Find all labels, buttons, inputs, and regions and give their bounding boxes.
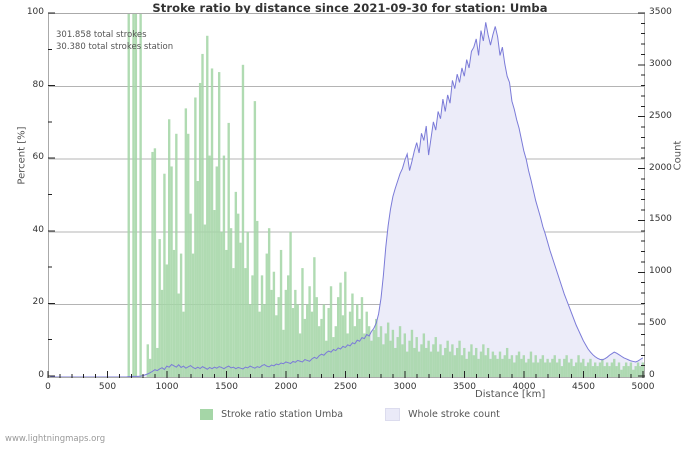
legend-label: Stroke ratio station Umba	[221, 409, 344, 420]
axis-tick-label: 4500	[572, 382, 595, 392]
axis-tick-label: 3500	[649, 7, 672, 17]
axis-tick-label: 40	[32, 224, 44, 235]
axis-tick-label: 0	[45, 382, 51, 392]
axis-tick-label: 1000	[649, 266, 672, 277]
legend-swatch-icon	[385, 408, 401, 421]
axis-tick-label: 4000	[512, 382, 536, 392]
whole-stroke-count-line	[50, 22, 644, 377]
axis-tick-label: 3000	[393, 382, 417, 392]
axis-tick-label: 1000	[155, 382, 179, 392]
plot-area	[48, 13, 645, 378]
legend-swatch-icon	[200, 409, 214, 420]
axis-tick-label: 3500	[453, 382, 476, 392]
axis-tick-label: 2500	[334, 382, 357, 392]
axis-tick-label: 80	[32, 79, 44, 90]
legend-item-whole-count[interactable]: Whole stroke count	[385, 408, 500, 421]
footer-credit: www.lightningmaps.org	[5, 434, 106, 444]
axis-tick-label: 60	[32, 152, 44, 163]
axis-tick-label: 0	[649, 370, 655, 380]
stroke-ratio-bars	[127, 14, 644, 377]
x-axis-label: Distance [km]	[475, 389, 546, 400]
legend-item-stroke-ratio[interactable]: Stroke ratio station Umba	[200, 409, 343, 420]
axis-tick-label: 20	[32, 297, 44, 308]
axis-tick-label: 2000	[274, 382, 298, 392]
chart-legend: Stroke ratio station Umba Whole stroke c…	[0, 408, 700, 421]
axis-tick-label: 2000	[649, 162, 672, 173]
legend-label: Whole stroke count	[408, 409, 500, 420]
axis-tick-label: 1500	[649, 214, 672, 225]
axis-tick-label: 5000	[631, 382, 655, 392]
axis-tick-label: 100	[26, 7, 44, 17]
axis-tick-label: 500	[98, 382, 117, 392]
axis-tick-label: 2500	[649, 110, 672, 121]
axis-tick-label: 0	[38, 370, 44, 380]
whole-stroke-count-area	[50, 22, 643, 377]
plot-svg	[49, 14, 644, 377]
axis-tick-label: 1500	[215, 382, 238, 392]
axis-tick-label: 500	[649, 318, 667, 329]
axis-tick-label: 3000	[649, 58, 672, 69]
chart-title: Stroke ratio by distance since 2021-09-3…	[152, 1, 548, 15]
